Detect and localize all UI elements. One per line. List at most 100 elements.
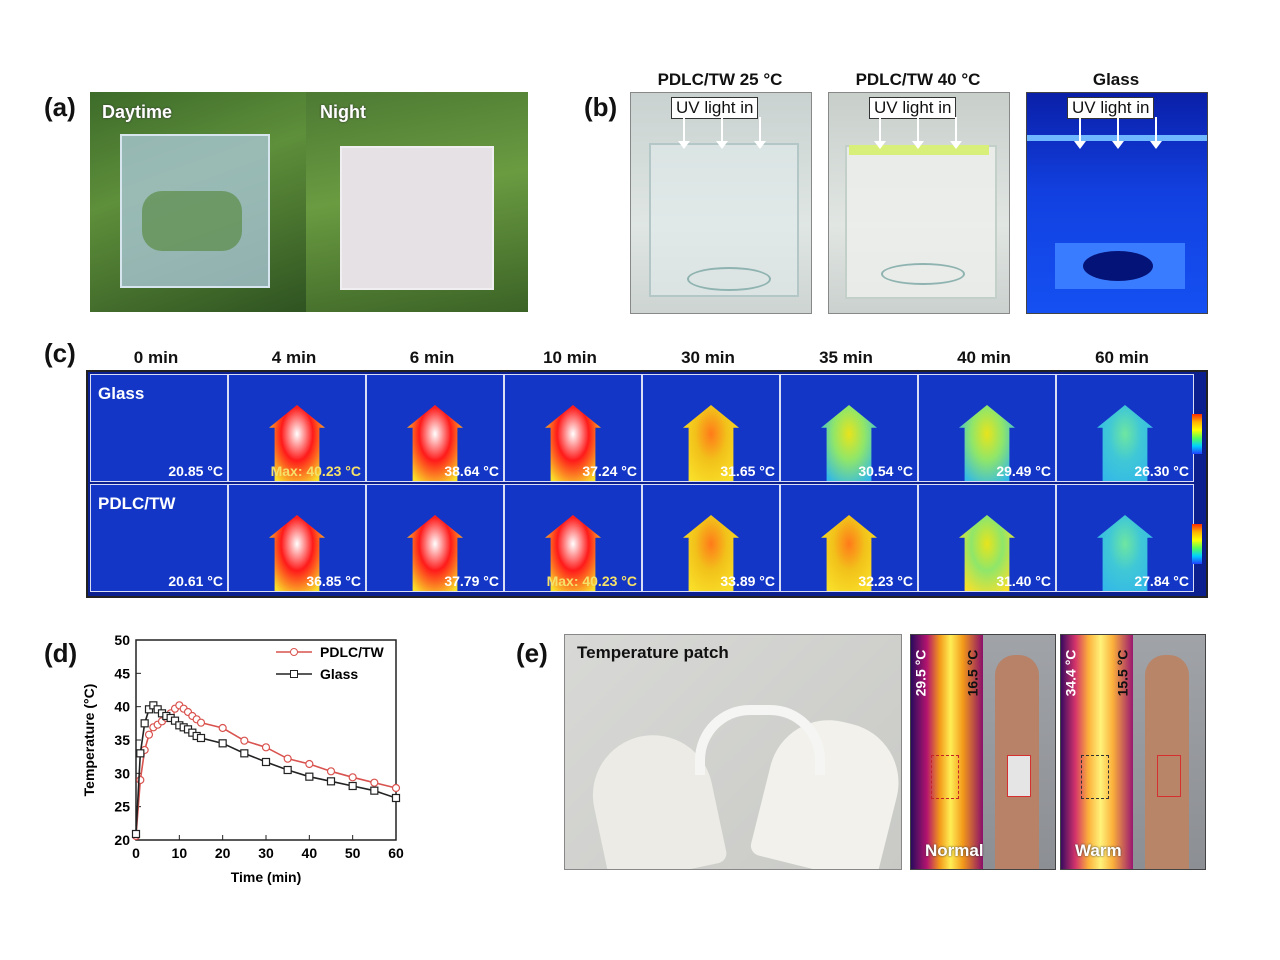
panel-e-letter: (e)	[516, 638, 548, 668]
time-label: 60 min	[1095, 348, 1149, 367]
thermal-cell: 30.54 °C	[780, 374, 918, 482]
data-point	[261, 743, 271, 752]
data-point	[196, 718, 206, 727]
thermal-image-grid: 20.85 °C Max: 40.23 °C 38.64 °C 37.24 °C 31.…	[86, 370, 1208, 598]
patch	[695, 705, 825, 775]
thermal-cell: 26.30 °C	[1056, 374, 1194, 482]
warm-patch-box	[1081, 755, 1109, 799]
thermal-cell: 29.49 °C	[918, 374, 1056, 482]
data-point	[196, 733, 206, 743]
time-label: 10 min	[543, 348, 597, 367]
time-label: 40 min	[957, 348, 1011, 367]
thermal-temp-readout: 32.23 °C	[858, 573, 913, 589]
night-photo: Night	[306, 92, 528, 312]
thermal-temp-readout: 38.64 °C	[444, 463, 499, 479]
uv-arrow-icon	[716, 117, 728, 149]
normal-max-temp: 29.5 °C	[912, 649, 929, 697]
data-point	[283, 754, 292, 763]
uv-arrow-icon	[874, 117, 886, 149]
warm-arm	[1145, 655, 1189, 869]
time-label: 6 min	[409, 348, 455, 367]
y-tick-label: 45	[114, 665, 130, 681]
uv-arrow-icon	[1112, 117, 1124, 149]
thermal-cell: 32.23 °C	[780, 484, 918, 592]
legend-marker	[290, 670, 298, 678]
uv-label-3: UV light in	[1067, 97, 1155, 119]
data-point	[240, 736, 249, 745]
normal-thermal-photo: 29.5 °C 16.5 °C Normal	[910, 634, 1056, 870]
y-tick-label: 20	[114, 832, 130, 848]
data-point	[283, 765, 292, 775]
time-label: 0 min	[133, 348, 179, 367]
daytime-photo: Daytime	[90, 92, 306, 312]
data-point	[391, 783, 401, 793]
time-label: 4 min	[271, 348, 317, 367]
glass-title: Glass	[1092, 70, 1140, 89]
data-point	[348, 773, 357, 782]
time-label: 35 min	[819, 348, 873, 367]
thermal-temp-readout: 27.84 °C	[1134, 573, 1189, 589]
warm-max-temp: 34.4 °C	[1062, 649, 1079, 697]
data-point	[305, 759, 314, 769]
panel-c-letter: (c)	[44, 338, 76, 368]
data-point	[136, 775, 145, 785]
normal-label: Normal	[925, 841, 984, 860]
data-point	[218, 739, 227, 748]
thermal-cell: 20.61 °C	[90, 484, 228, 592]
color-scale-bar	[1192, 524, 1202, 564]
thermal-cell: 37.79 °C	[366, 484, 504, 592]
data-point	[348, 781, 357, 791]
thermal-cell: Max: 40.23 °C	[504, 484, 642, 592]
thermal-temp-readout: 20.61 °C	[168, 573, 223, 589]
temperature-chart: 0 10 20 30 40 50 60 20 25 30 35 40 45 50 Time (min) Tem…	[81, 632, 404, 885]
data-point	[370, 778, 379, 787]
data-point	[131, 829, 141, 839]
thermal-temp-readout: 36.85 °C	[306, 573, 361, 589]
glass-photo: UV light in	[1026, 92, 1208, 314]
uv-arrow-icon	[950, 117, 962, 149]
pdlc25-photo: UV light in	[630, 92, 812, 314]
data-point	[326, 767, 336, 776]
thermal-cell: Max: 40.23 °C	[228, 374, 366, 482]
data-point	[136, 749, 145, 758]
legend-label: PDLC/TW	[320, 644, 385, 660]
thermal-row-label: Glass	[98, 384, 145, 403]
data-point	[305, 772, 314, 781]
daytime-label: Daytime	[102, 102, 173, 122]
data-point	[140, 719, 149, 728]
pdlc25-title: PDLC/TW 25 °C	[657, 70, 783, 89]
x-tick-label: 10	[172, 845, 188, 861]
panel-d-letter: (d)	[44, 638, 78, 668]
thermal-temp-readout: Max: 40.23 °C	[270, 463, 361, 479]
thermal-temp-readout: Max: 40.23 °C	[546, 573, 637, 589]
uv-label-2: UV light in	[869, 97, 957, 119]
series-line	[135, 704, 397, 837]
y-tick-label: 30	[114, 765, 130, 781]
panel-b-letter: (b)	[584, 92, 618, 122]
thermal-cell: 31.40 °C	[918, 484, 1056, 592]
data-point	[170, 716, 180, 725]
y-tick-label: 40	[114, 699, 130, 715]
thermal-cell: 38.64 °C	[366, 374, 504, 482]
thermal-temp-readout: 33.89 °C	[720, 573, 775, 589]
thermal-temp-readout: 37.79 °C	[444, 573, 499, 589]
uv-arrow-icon	[754, 117, 766, 149]
data-point	[261, 757, 271, 767]
transparent-box	[120, 134, 270, 288]
pdlc40-title: PDLC/TW 40 °C	[855, 70, 981, 89]
x-tick-label: 0	[132, 845, 140, 861]
x-axis-label: Time (min)	[231, 869, 302, 885]
x-tick-label: 30	[258, 845, 274, 861]
warm-thermal-photo: 34.4 °C 15.5 °C Warm	[1060, 634, 1206, 870]
warm-label: Warm	[1075, 841, 1122, 860]
data-point	[240, 749, 249, 758]
y-tick-label: 35	[114, 732, 130, 748]
thermal-temp-readout: 31.65 °C	[720, 463, 775, 479]
temperature-patch-label: Temperature patch	[577, 643, 729, 662]
y-tick-label: 25	[114, 799, 130, 815]
x-tick-label: 60	[388, 845, 404, 861]
thermal-temp-readout: 20.85 °C	[168, 463, 223, 479]
temperature-patch-photo: Temperature patch	[564, 634, 902, 870]
uv-arrow-icon	[1074, 117, 1086, 149]
normal-min-temp: 16.5 °C	[964, 649, 981, 697]
